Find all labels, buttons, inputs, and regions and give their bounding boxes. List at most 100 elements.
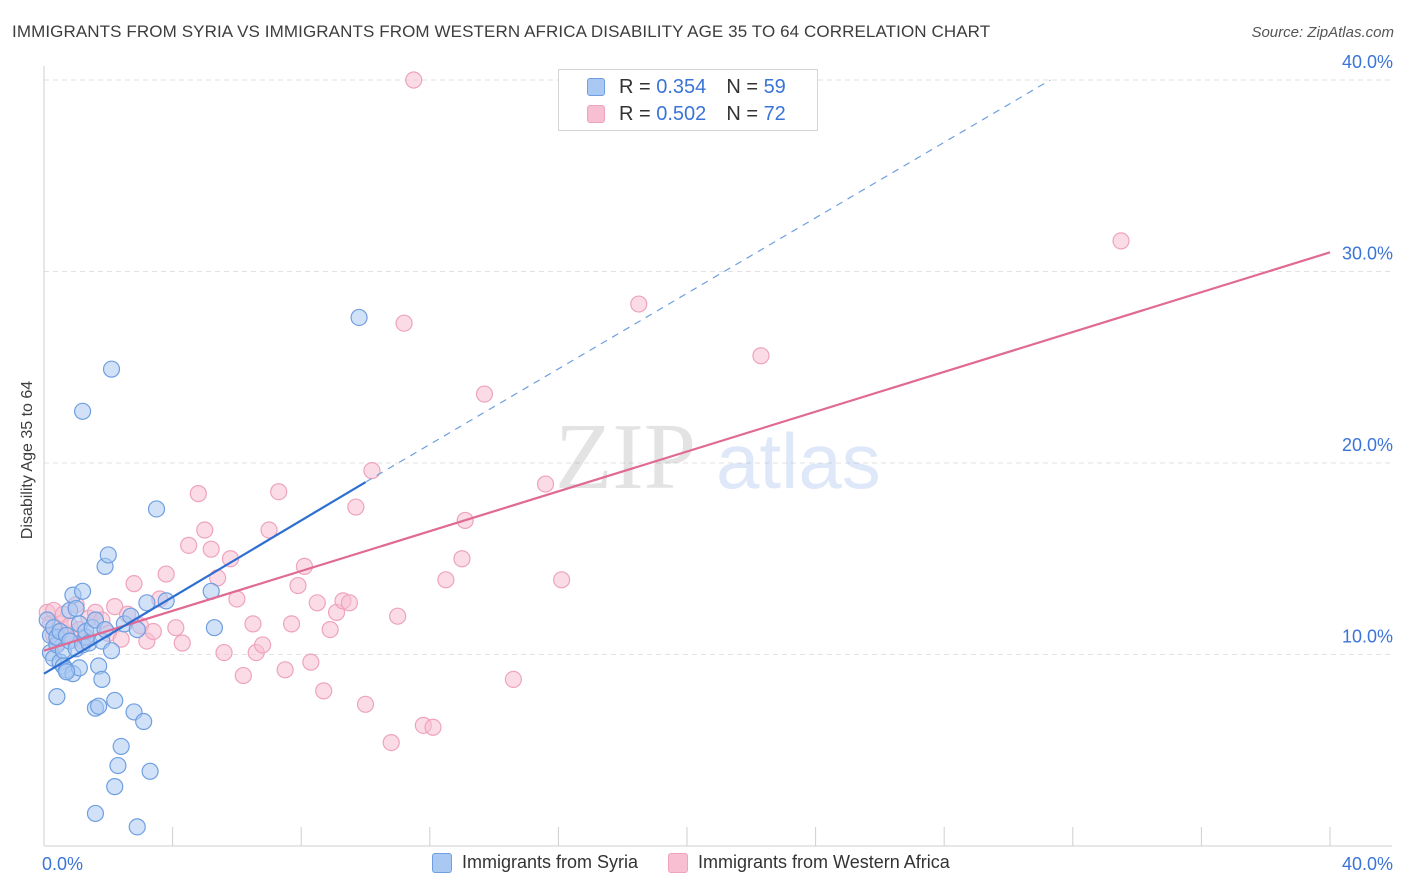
point-western-africa xyxy=(144,622,162,641)
point-syria xyxy=(135,712,153,731)
point-western-africa xyxy=(752,347,770,365)
point-western-africa xyxy=(437,571,455,589)
point-syria xyxy=(73,582,92,600)
point-western-africa xyxy=(167,619,185,637)
point-western-africa xyxy=(289,576,307,595)
point-syria xyxy=(86,804,105,823)
point-western-africa xyxy=(315,682,333,700)
point-syria xyxy=(141,762,159,780)
trend-line-syria xyxy=(43,481,367,675)
legend-swatch-syria xyxy=(432,852,452,873)
legend-label-western-africa: Immigrants from Western Africa xyxy=(698,852,950,872)
point-syria xyxy=(57,663,76,681)
x-tick-label: 40.0% xyxy=(1342,854,1393,874)
point-western-africa xyxy=(347,498,365,516)
axes xyxy=(43,66,1392,847)
legend-swatch-syria xyxy=(587,78,605,96)
legend-row-syria: R = 0.354 N = 59 xyxy=(587,75,786,99)
point-western-africa xyxy=(254,636,272,654)
y-tick-label: 40.0% xyxy=(1342,52,1393,72)
legend-r-value-syria: 0.354 xyxy=(656,75,707,98)
point-western-africa xyxy=(453,550,471,568)
point-western-africa xyxy=(202,540,220,558)
point-western-africa xyxy=(389,607,407,625)
point-syria xyxy=(112,737,130,756)
point-western-africa xyxy=(405,71,423,89)
legend-n-label: N = xyxy=(726,75,758,98)
point-western-africa xyxy=(475,385,494,403)
point-syria xyxy=(109,756,127,775)
legend-swatch-western-africa xyxy=(668,852,689,873)
point-syria xyxy=(138,594,156,612)
trend-lines xyxy=(43,79,1331,675)
legend-r-value-western-africa: 0.502 xyxy=(656,102,707,125)
point-syria xyxy=(106,691,124,710)
y-axis-label: Disability Age 35 to 64 xyxy=(19,380,36,540)
trend-line-western-africa xyxy=(43,251,1331,652)
point-western-africa xyxy=(180,536,198,554)
gridlines xyxy=(44,79,1392,655)
point-western-africa xyxy=(504,670,522,688)
point-syria xyxy=(73,402,92,420)
point-syria xyxy=(102,642,121,660)
point-western-africa xyxy=(363,462,381,480)
legend-row-western-africa: R = 0.502 N = 72 xyxy=(587,102,786,126)
point-syria xyxy=(102,360,121,378)
watermark: ZIP atlas xyxy=(555,405,881,509)
series-legend: Immigrants from Syria Immigrants from We… xyxy=(432,852,980,873)
point-western-africa xyxy=(553,571,571,589)
points-syria xyxy=(38,308,368,836)
point-western-africa xyxy=(302,653,320,671)
point-western-africa xyxy=(173,634,191,652)
x-tick-label: 0.0% xyxy=(42,854,83,874)
point-syria xyxy=(99,546,117,564)
watermark-atlas: atlas xyxy=(716,417,881,505)
point-western-africa xyxy=(106,598,124,616)
point-syria xyxy=(93,670,111,688)
point-western-africa xyxy=(157,565,175,583)
point-western-africa xyxy=(215,643,233,662)
legend-label-syria: Immigrants from Syria xyxy=(462,852,639,872)
point-western-africa xyxy=(630,295,648,313)
legend-item-syria[interactable]: Immigrants from Syria xyxy=(432,852,638,873)
point-syria xyxy=(147,500,166,518)
point-western-africa xyxy=(395,314,413,332)
point-western-africa xyxy=(356,695,375,713)
point-syria xyxy=(67,599,85,618)
y-tick-label: 30.0% xyxy=(1342,244,1393,264)
chart-title: IMMIGRANTS FROM SYRIA VS IMMIGRANTS FROM… xyxy=(12,22,991,41)
point-syria xyxy=(90,697,108,715)
tick-labels: 10.0% 20.0% 30.0% 40.0% 0.0% 40.0% xyxy=(42,52,1393,874)
point-western-africa xyxy=(125,575,143,593)
point-western-africa xyxy=(308,594,326,612)
point-syria xyxy=(350,308,368,327)
correlation-legend: R = 0.354 N = 59 R = 0.502 N = 72 xyxy=(558,69,818,131)
legend-r-label: R = xyxy=(619,102,651,125)
point-western-africa xyxy=(424,718,442,736)
legend-n-label: N = xyxy=(726,102,758,125)
point-western-africa xyxy=(260,521,278,539)
point-western-africa xyxy=(189,485,207,503)
point-western-africa xyxy=(340,594,359,612)
watermark-zip: ZIP xyxy=(555,405,696,509)
legend-r-label: R = xyxy=(619,75,651,98)
y-tick-label: 20.0% xyxy=(1342,435,1393,455)
source-label: Source: ZipAtlas.com xyxy=(1251,24,1394,41)
legend-swatch-western-africa xyxy=(587,105,605,123)
point-western-africa xyxy=(270,483,288,501)
point-western-africa xyxy=(276,661,294,679)
trend-extension-syria xyxy=(365,79,1051,483)
point-western-africa xyxy=(244,615,262,633)
point-western-africa xyxy=(1112,232,1130,250)
point-western-africa xyxy=(282,615,301,633)
legend-item-western-africa[interactable]: Immigrants from Western Africa xyxy=(668,852,950,873)
point-syria xyxy=(128,818,146,836)
point-syria xyxy=(205,619,223,637)
point-western-africa xyxy=(234,666,252,685)
point-western-africa xyxy=(382,733,400,752)
legend-n-value-syria: 59 xyxy=(763,75,786,98)
point-syria xyxy=(106,778,124,796)
point-western-africa xyxy=(196,521,214,539)
point-western-africa xyxy=(321,621,339,639)
